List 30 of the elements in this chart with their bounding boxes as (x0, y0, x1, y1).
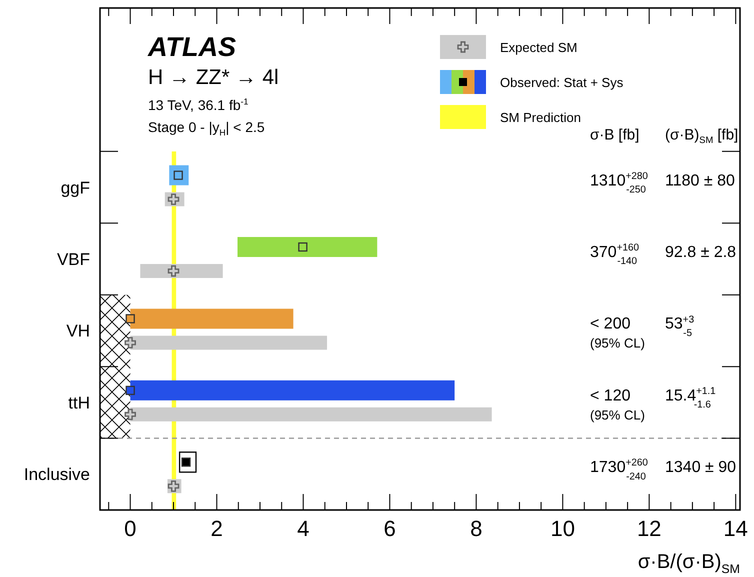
text: 13 TeV, 36.1 fb$^{-1}$ (148, 96, 249, 113)
annotation: 1180 ± 80 (665, 172, 735, 190)
x-axis-title: σ·B/(σ·B)$_{SM}$ (638, 551, 740, 576)
y-tick-label: Inclusive (24, 465, 90, 484)
annotation: < 200 (590, 316, 631, 333)
y-tick-label: VBF (56, 250, 90, 269)
annotation: (95% CL) (590, 407, 645, 422)
x-tick-label: 0 (124, 516, 136, 541)
x-tick-label: 10 (550, 516, 575, 541)
text: Stage 0 - |y$_{H}$| < 2.5 (148, 119, 265, 138)
chart-title: ATLAS (147, 32, 236, 62)
legend-label: Observed: Stat + Sys (500, 75, 624, 90)
x-tick-label: 6 (384, 516, 396, 541)
text: σ·B [fb] (590, 126, 640, 144)
x-tick-label: 2 (210, 516, 223, 541)
y-tick-label: ggF (60, 178, 90, 198)
x-tick-label: 14 (723, 516, 748, 541)
annotation: 1340 ± 90 (665, 459, 736, 476)
y-tick-label: VH (66, 322, 90, 341)
annotation: (95% CL) (590, 336, 645, 351)
x-tick-label: 4 (297, 516, 310, 541)
text: H → ZZ* → 4l (148, 66, 279, 89)
legend-label: Expected SM (500, 40, 578, 55)
annotation: < 120 (590, 387, 631, 404)
x-tick-label: 12 (636, 516, 662, 541)
annotation: 92.8 ± 2.8 (665, 244, 736, 261)
text: (σ·B)$_{SM}$ [fb] (665, 126, 738, 146)
legend-label: SM Prediction (500, 110, 581, 125)
y-tick-label: ttH (68, 393, 90, 412)
x-tick-label: 8 (470, 516, 482, 541)
